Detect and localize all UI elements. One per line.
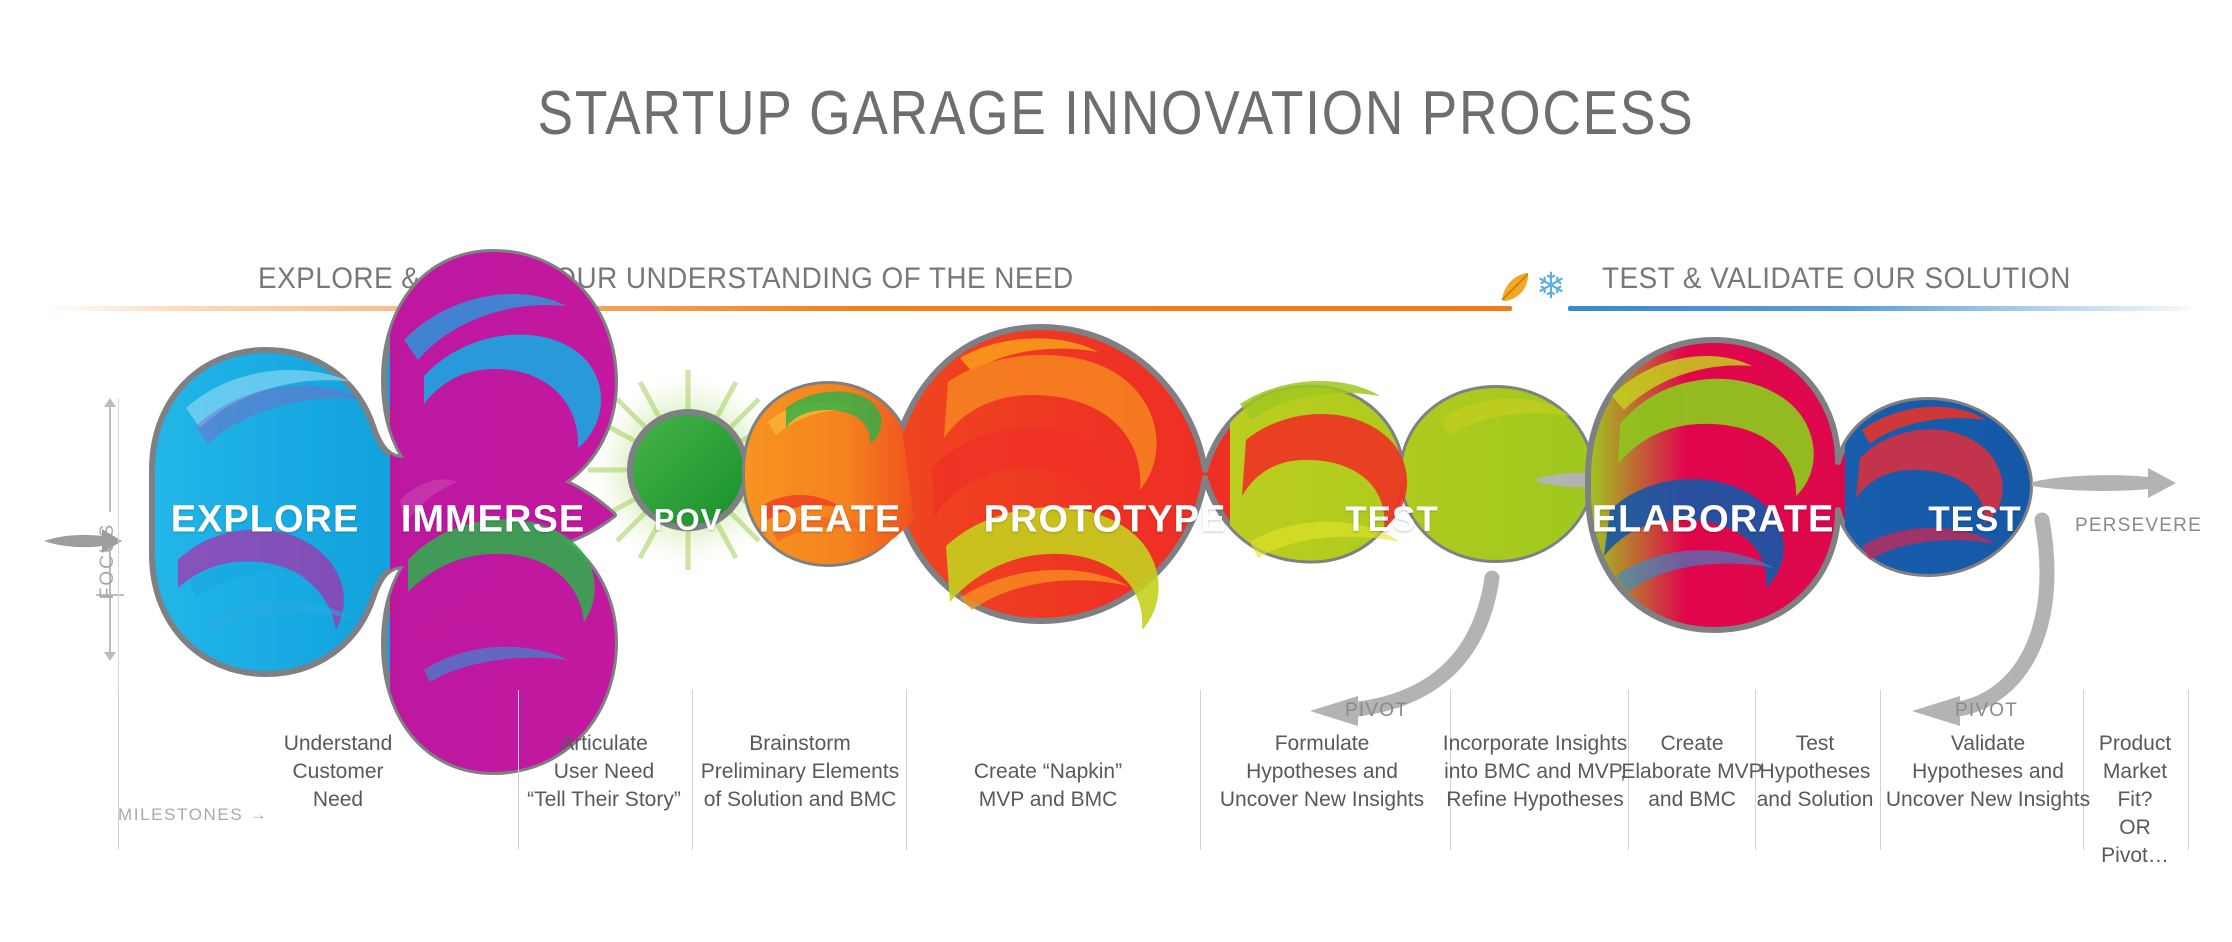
milestone-line: Incorporate Insights (1442, 732, 1628, 755)
milestone-brainstorm-elements: Brainstorm Preliminary Elements of Solutio… (701, 730, 899, 814)
process-flow-diagram: EXPLORE IMMERSE POV IDEATE PROTOTYPE TES… (0, 249, 2232, 775)
test-phase-rule (1568, 306, 2198, 311)
milestone-line: Product (2098, 732, 2172, 755)
milestone-validate-hypotheses: Validate Hypotheses and Uncover New Insigh… (1886, 730, 2090, 814)
milestone-divider (518, 690, 519, 850)
pivot-label-left: PIVOT (1345, 700, 1409, 721)
page-title: STARTUP GARAGE INNOVATION PROCESS (537, 79, 1695, 148)
milestone-line: Preliminary Elements (700, 760, 900, 783)
focus-axis-line-lower (109, 548, 111, 660)
milestone-line: Brainstorm (749, 732, 851, 755)
persevere-label: PERSEVERE (2075, 515, 2202, 536)
milestone-product-market-fit: Product Market Fit? OR Pivot… (2087, 730, 2184, 870)
milestone-formulate-hypotheses: Formulate Hypotheses and Uncover New Insig… (1220, 730, 1424, 814)
milestone-divider (1200, 690, 1201, 850)
milestone-divider (692, 690, 693, 850)
milestones-axis-line (118, 398, 119, 798)
stage-label-elaborate[interactable]: ELABORATE (1591, 498, 1835, 541)
milestone-line: Customer (292, 760, 384, 783)
stage-label-ideate[interactable]: IDEATE (758, 498, 902, 541)
milestone-line: Hypotheses and (1912, 760, 2064, 783)
pivot-arrow-right-head-icon (1912, 696, 1960, 726)
focus-arrow-down-icon (104, 652, 116, 661)
milestone-divider (906, 690, 907, 850)
pivot-arrow-left-head-icon (1310, 696, 1358, 726)
milestone-line: Market Fit? (2102, 760, 2168, 811)
milestone-line: Create “Napkin” (973, 760, 1123, 783)
explore-swirls (178, 369, 362, 630)
milestone-create-napkin-mvp: Create “Napkin” MVP and BMC (974, 758, 1122, 814)
milestone-line: Refine Hypotheses (1446, 788, 1624, 811)
persevere-arrow-icon (2032, 468, 2176, 498)
milestone-divider (2188, 690, 2189, 850)
milestone-line: and Solution (1756, 788, 1874, 811)
milestone-line: Understand (283, 732, 393, 755)
snowflake-icon: ❄ (1535, 265, 1567, 306)
pivot-arrow-left-icon (1342, 570, 1500, 718)
focus-axis: FOCUS (86, 398, 156, 668)
prototype-swirls (762, 338, 1570, 630)
stage-label-immerse[interactable]: IMMERSE (400, 498, 586, 541)
milestone-line: Uncover New Insights (1219, 788, 1425, 811)
focus-arrow-up-icon (104, 398, 116, 407)
milestone-test-hypotheses-solution: Test Hypotheses and Solution (1757, 730, 1874, 814)
stage-label-prototype[interactable]: PROTOTYPE (983, 498, 1227, 541)
milestone-line: and BMC (1648, 788, 1736, 811)
phase-band: EXPLORE & DEEPEN OUR UNDERSTANDING OF TH… (0, 262, 2232, 312)
milestone-divider (1628, 690, 1629, 850)
milestones-row: MILESTONES → Understand Customer Need Artic… (0, 398, 2232, 890)
milestone-incorporate-insights: Incorporate Insights into BMC and MVP, Ref… (1443, 730, 1627, 814)
focus-axis-line-upper (109, 404, 111, 512)
milestone-understand-customer-need: Understand Customer Need (284, 730, 393, 814)
milestone-line: Need (312, 788, 364, 811)
milestone-divider (1880, 690, 1881, 850)
explore-phase-rule (42, 306, 1512, 311)
milestone-line: Elaborate MVP (1621, 760, 1763, 783)
milestone-line: MVP and BMC (978, 788, 1118, 811)
immerse-swirls (400, 293, 602, 682)
milestone-line: into BMC and MVP, (1444, 760, 1626, 783)
stage-label-test-mid[interactable]: TEST (1345, 500, 1439, 539)
test-phase-label: TEST & VALIDATE OUR SOLUTION (1602, 262, 2071, 295)
milestone-divider (2083, 690, 2084, 850)
milestone-create-elaborate-mvp: Create Elaborate MVP and BMC (1621, 730, 1762, 814)
milestone-line: Formulate (1274, 732, 1370, 755)
milestone-line: Test (1795, 732, 1835, 755)
milestone-line: “Tell Their Story” (527, 788, 681, 811)
milestone-line: Validate (1950, 732, 2026, 755)
explore-phase-label: EXPLORE & DEEPEN OUR UNDERSTANDING OF TH… (258, 262, 1074, 295)
milestone-line: of Solution and BMC (703, 788, 897, 811)
pivot-label-right: PIVOT (1955, 700, 2019, 721)
process-entry-arrow-icon (44, 525, 124, 557)
elaborate-swirls (1604, 356, 2003, 592)
milestone-line: OR Pivot… (2101, 816, 2169, 867)
leaf-icon (1494, 268, 1534, 308)
milestone-line: Articulate (560, 732, 648, 755)
milestone-divider (1450, 690, 1451, 850)
stage-label-explore[interactable]: EXPLORE (170, 498, 360, 541)
stage-label-pov[interactable]: POV (653, 502, 723, 537)
milestone-divider (1755, 690, 1756, 850)
milestone-line: Uncover New Insights (1885, 788, 2091, 811)
stage-label-test-right[interactable]: TEST (1928, 500, 2022, 539)
pivot-arrow-right-icon (1944, 512, 2055, 718)
milestone-line: Create (1660, 732, 1724, 755)
milestone-divider (118, 690, 119, 850)
milestone-line: User Need (553, 760, 655, 783)
milestone-line: Hypotheses (1759, 760, 1871, 783)
milestone-articulate-user-need: Articulate User Need “Tell Their Story” (527, 730, 681, 814)
milestone-line: Hypotheses and (1246, 760, 1398, 783)
milestones-axis-label: MILESTONES → (118, 805, 269, 824)
